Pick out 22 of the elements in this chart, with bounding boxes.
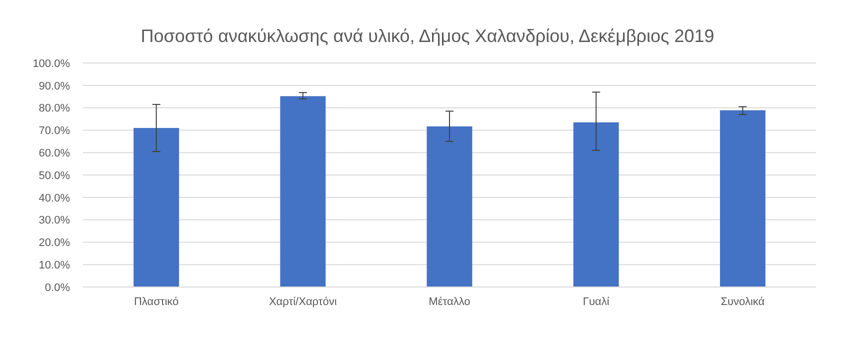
bar [720, 110, 766, 287]
x-tick-label: Συνολικά [720, 296, 766, 308]
y-tick-label: 60.0% [38, 147, 70, 160]
y-tick-label: 100.0% [32, 58, 70, 70]
x-tick-label: Χαρτί/Χαρτόνι [268, 296, 338, 308]
chart-title: Ποσοστό ανακύκλωσης ανά υλικό, Δήμος Χαλανδρίου, Δεκέμβριος 2019 [140, 26, 714, 46]
x-tick-label: Πλαστικό [134, 296, 179, 308]
y-tick-label: 80.0% [38, 102, 70, 115]
y-tick-label: 30.0% [38, 214, 70, 227]
y-tick-label: 50.0% [38, 170, 70, 182]
bar [426, 126, 472, 287]
bar [280, 96, 326, 287]
y-tick-label: 70.0% [38, 125, 70, 138]
y-tick-label: 20.0% [38, 237, 70, 250]
bar [134, 128, 180, 287]
x-tick-label: Μέταλλο [428, 296, 470, 308]
y-tick-label: 40.0% [38, 192, 70, 204]
y-tick-label: 0.0% [44, 282, 70, 294]
y-tick-label: 10.0% [38, 259, 70, 272]
bar [573, 122, 619, 287]
y-tick-label: 90.0% [38, 80, 70, 92]
x-tick-label: Γυαλί [582, 296, 610, 308]
